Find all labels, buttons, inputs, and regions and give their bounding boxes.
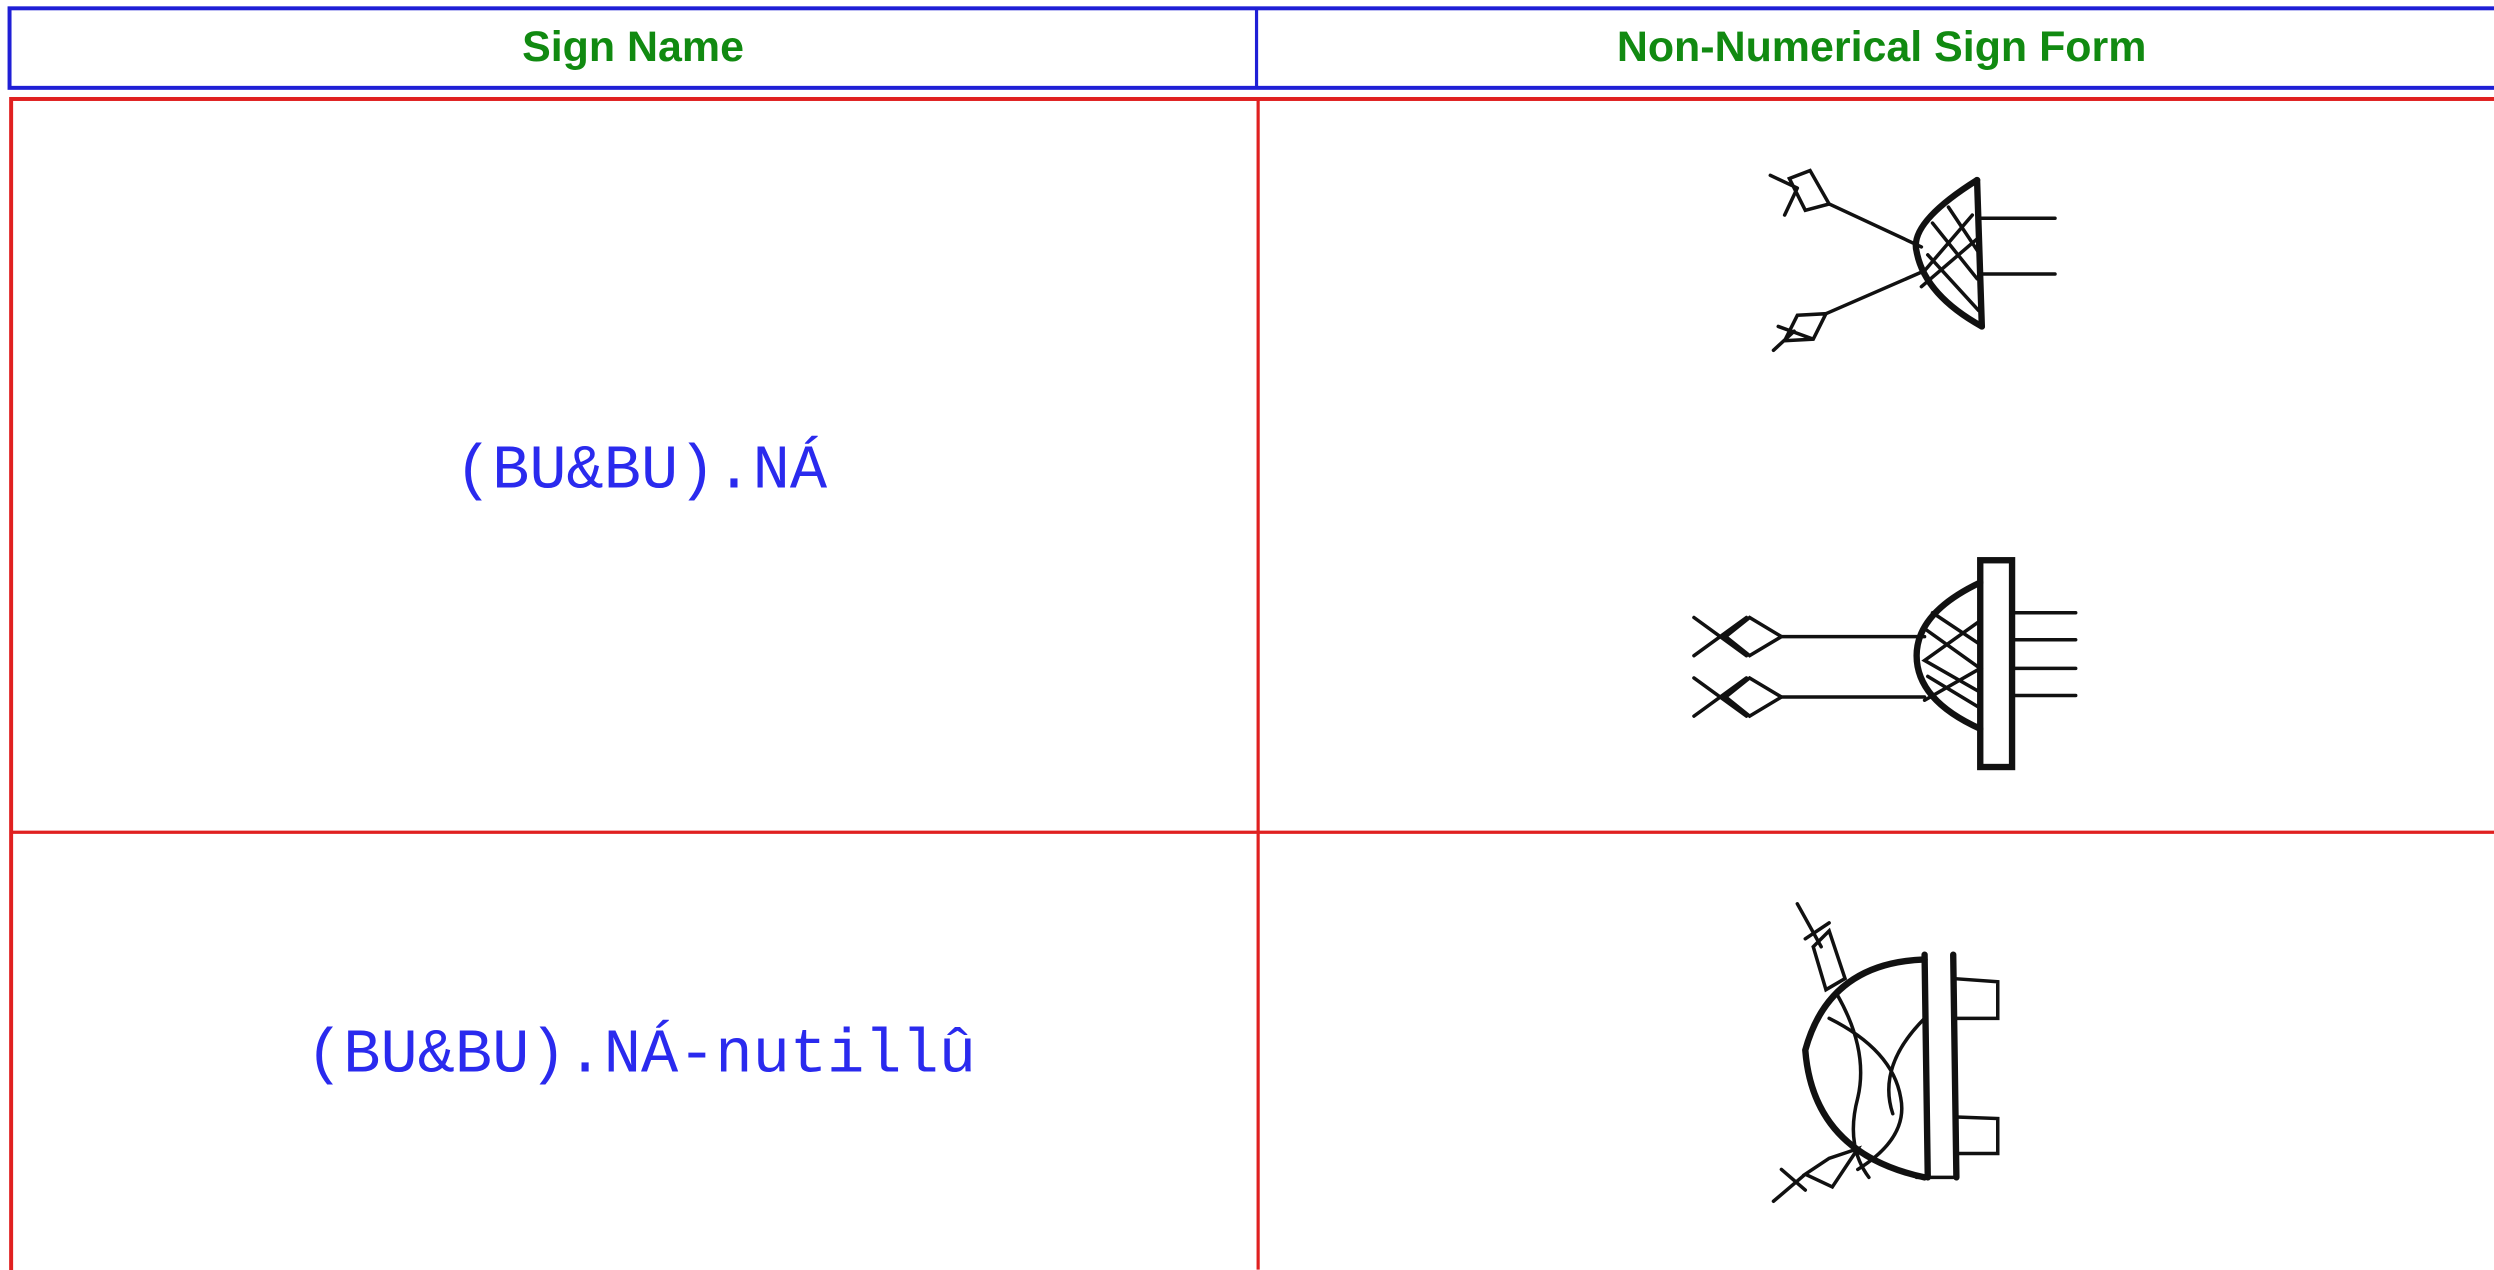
sign-glyph (1768, 168, 2057, 353)
sign-glyph (1771, 902, 2000, 1203)
header-cell: Non-Numerical Sign Form (1617, 23, 2147, 71)
sign-name: (BU&BU).NÁ-nutillû (306, 1018, 976, 1090)
body-border (9, 96, 2494, 1270)
header-cell: Sign Name (522, 23, 744, 71)
sign-name: (BU&BU).NÁ (455, 435, 828, 507)
sign-glyph (1692, 557, 2078, 771)
